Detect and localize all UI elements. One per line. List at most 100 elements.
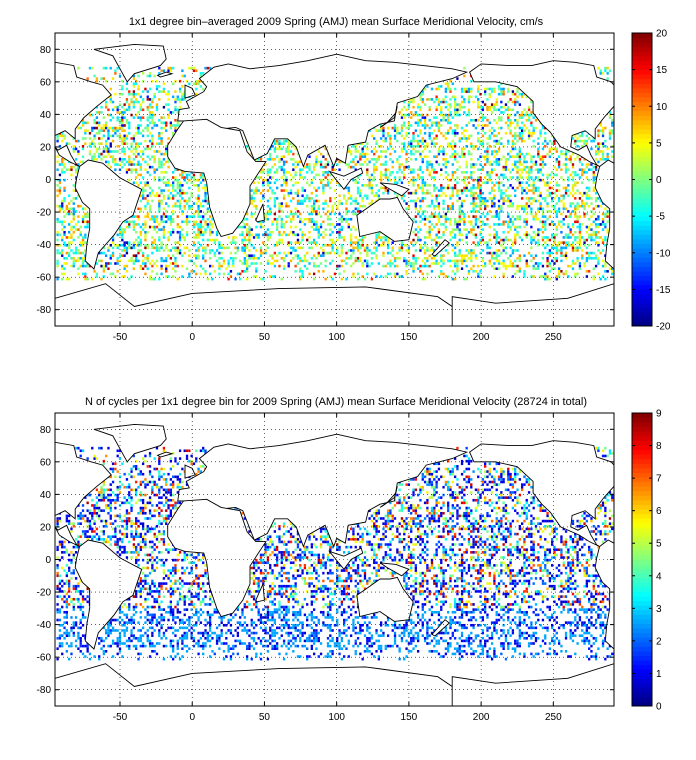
bin-cell <box>421 113 424 117</box>
bin-cell <box>172 95 175 99</box>
bin-cell <box>477 181 480 185</box>
coastline <box>469 60 615 167</box>
bin-cell <box>123 275 126 278</box>
bin-cell <box>148 147 152 151</box>
bin-cell <box>310 210 313 213</box>
bin-cell <box>146 118 149 122</box>
bin-cell <box>541 126 545 130</box>
bin-cell <box>121 233 124 237</box>
bin-cell <box>463 87 466 91</box>
bin-cell <box>419 199 422 203</box>
bin-cell <box>343 238 346 242</box>
bin-cell <box>585 251 588 255</box>
bin-cell <box>153 95 156 99</box>
bin-cell <box>121 111 124 114</box>
bin-cell <box>507 124 510 127</box>
bin-cell <box>128 126 131 130</box>
bin-cell <box>148 158 152 161</box>
bin-cell <box>511 100 515 104</box>
bin-cell <box>534 163 538 166</box>
bin-cell <box>271 191 274 195</box>
bin-cell <box>132 85 136 88</box>
bin-cell <box>306 267 309 270</box>
bin-cell <box>172 204 175 208</box>
bin-cell <box>520 197 524 200</box>
bin-cell <box>493 262 496 265</box>
bin-cell <box>331 259 334 263</box>
bin-cell <box>578 238 582 242</box>
bin-cell <box>585 165 588 169</box>
bin-cell <box>497 147 501 151</box>
bin-cell <box>560 220 563 224</box>
bin-cell <box>451 204 454 208</box>
bin-cell <box>472 100 475 104</box>
bin-cell <box>410 98 413 101</box>
bin-cell <box>296 215 300 218</box>
bin-cell <box>176 249 179 252</box>
bin-cell <box>373 126 376 130</box>
bin-cell <box>141 79 145 83</box>
bin-cell <box>527 116 531 119</box>
bin-cell <box>312 202 316 205</box>
bin-cell <box>451 243 454 247</box>
bin-cell <box>541 178 545 182</box>
bin-cell <box>368 184 371 187</box>
bin-cell <box>497 126 501 130</box>
bin-cell <box>86 129 89 132</box>
bin-cell <box>162 233 166 237</box>
bin-cell <box>199 272 203 276</box>
bin-cell <box>296 181 300 185</box>
bin-cell <box>141 189 145 192</box>
bin-cell <box>361 241 364 244</box>
bin-cell <box>488 163 491 166</box>
bin-cell <box>317 233 320 237</box>
bin-cell <box>414 220 417 224</box>
bin-cell <box>172 210 175 213</box>
bin-cell <box>386 241 390 244</box>
bin-cell <box>470 90 473 93</box>
bin-cell <box>232 262 235 265</box>
bin-cell <box>484 197 487 200</box>
bin-cell <box>497 254 501 257</box>
bin-cell <box>299 277 302 281</box>
bin-cell <box>606 210 609 213</box>
bin-cell <box>416 124 420 127</box>
bin-cell <box>317 225 320 229</box>
bin-cell <box>65 243 68 247</box>
bin-cell <box>165 275 168 278</box>
bin-cell <box>597 236 600 239</box>
bin-cell <box>405 202 408 205</box>
bin-cell <box>530 158 533 161</box>
bin-cell <box>571 225 575 229</box>
bin-cell <box>148 165 152 169</box>
bin-cell <box>435 262 438 265</box>
bin-cell <box>370 173 374 177</box>
coastline <box>328 167 364 191</box>
bin-cell <box>537 189 540 192</box>
bin-cell <box>477 225 480 229</box>
bin-cell <box>188 249 191 252</box>
bin-cell <box>518 184 521 187</box>
bin-cell <box>527 176 531 179</box>
bin-cell <box>266 184 270 187</box>
bin-cell <box>472 184 475 187</box>
bin-cell <box>278 238 281 242</box>
bin-cell <box>347 163 350 166</box>
bin-cell <box>273 259 276 263</box>
bin-cell <box>81 121 85 125</box>
bin-cell <box>581 131 584 135</box>
bin-cell <box>155 259 159 263</box>
bin-cell <box>294 241 297 244</box>
bin-cell <box>571 194 575 198</box>
bin-cell <box>273 212 276 216</box>
bin-cell <box>588 163 591 166</box>
bin-cell <box>507 264 510 268</box>
bin-cell <box>477 168 480 172</box>
bin-cell <box>470 223 473 226</box>
bin-cell <box>583 202 586 205</box>
bin-cell <box>548 186 552 190</box>
bin-cell <box>588 243 591 247</box>
bin-cell <box>511 204 515 208</box>
colorbar-swatch <box>632 307 652 313</box>
bin-cell <box>162 197 166 200</box>
